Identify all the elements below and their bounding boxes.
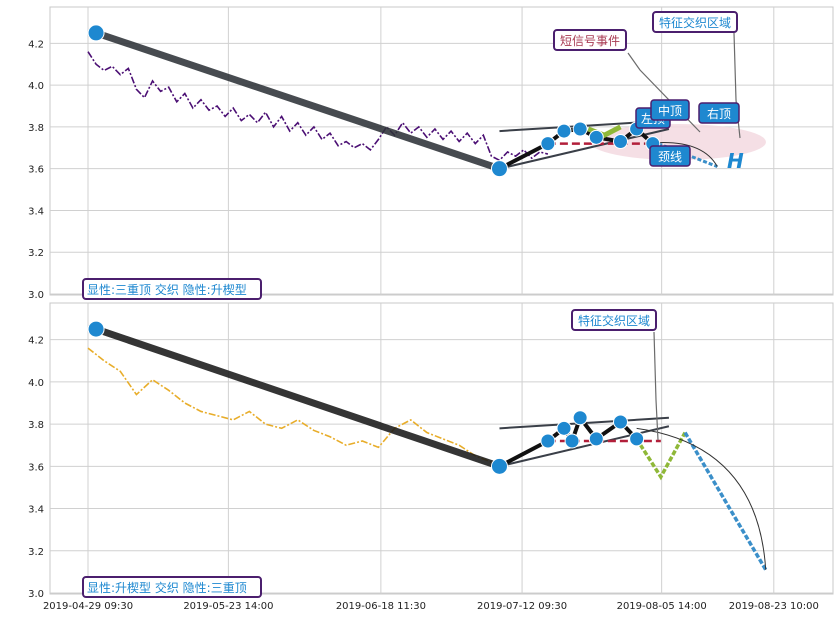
pivot-marker (564, 433, 580, 449)
y-tick-label: 3.0 (28, 290, 44, 301)
pivot-marker (490, 457, 508, 475)
y-tick-label: 3.4 (28, 505, 44, 516)
feature-zone-leader-top (733, 32, 741, 139)
x-tick-label: 2019-07-12 09:30 (477, 601, 567, 612)
y-tick-label: 3.8 (28, 420, 44, 431)
x-tick-label: 2019-08-23 10:00 (729, 601, 819, 612)
y-tick-label: 4.2 (28, 336, 44, 347)
top-info-text: 显性:三重顶 交织 隐性:升楔型 (87, 282, 247, 297)
x-tick-labels: 2019-04-29 09:30 2019-05-23 14:00 2019-06-… (43, 601, 819, 612)
pivot-marker (588, 431, 604, 447)
pivot-marker (572, 410, 588, 426)
pivot-marker (490, 160, 508, 178)
price-line (87, 347, 492, 463)
h-marker: H (727, 149, 744, 173)
x-tick-label: 2019-06-18 11:30 (336, 601, 426, 612)
y-tick-label: 4.0 (28, 81, 44, 92)
y-tick-label: 3.6 (28, 462, 44, 473)
y-tick-label: 3.2 (28, 547, 44, 558)
bottom-price-series (87, 347, 492, 463)
pivot-marker (556, 420, 572, 436)
feature-zone-text-top: 特征交织区域 (659, 15, 731, 30)
short-signal-callout: 短信号事件 (553, 29, 627, 51)
y-tick-label: 3.4 (28, 206, 44, 217)
right-top-callout: 右顶 (698, 102, 740, 124)
x-tick-label: 2019-08-05 14:00 (617, 601, 707, 612)
feature-zone-text-bottom: 特征交织区域 (578, 313, 650, 328)
pivot-marker (556, 123, 572, 139)
y-tick-label: 4.2 (28, 39, 44, 50)
wedge-lower (499, 128, 670, 170)
projection-line (683, 431, 768, 571)
y-tick-label: 3.0 (28, 589, 44, 600)
y-tick-label: 3.6 (28, 165, 44, 176)
bottom-pattern-overlay (87, 320, 768, 571)
bottom-info-text: 显性:升楔型 交织 隐性:三重顶 (87, 580, 247, 595)
pivot-marker (540, 433, 556, 449)
y-tick-label: 3.2 (28, 248, 44, 259)
mid-top-text: 中顶 (658, 103, 682, 118)
neckline-text: 颈线 (658, 150, 682, 164)
right-top-text: 右顶 (707, 106, 731, 121)
bottom-info-box: 显性:升楔型 交织 隐性:三重顶 (82, 576, 262, 598)
y-tick-labels: 3.0 3.2 3.4 3.6 3.8 4.0 4.2 3.0 3.2 3.4 3.6 3.8 4.0 4… (28, 39, 44, 600)
trend-line (92, 29, 503, 173)
pivot-marker (540, 136, 556, 152)
y-tick-label: 4.0 (28, 378, 44, 389)
y-tick-label: 3.8 (28, 123, 44, 134)
neckline-callout: 颈线 (649, 145, 691, 167)
x-tick-label: 2019-05-23 14:00 (183, 601, 273, 612)
pivot-marker (613, 134, 628, 150)
pivot-marker (87, 320, 105, 338)
top-info-box: 显性:三重顶 交织 隐性:升楔型 (82, 278, 262, 300)
short-signal-text: 短信号事件 (560, 34, 620, 48)
projection-arc (636, 427, 767, 570)
pivot-marker (572, 121, 588, 137)
pivot-marker (87, 24, 105, 42)
feature-zone-leader-bottom (653, 331, 659, 441)
pivot-marker (629, 431, 645, 447)
pivot-marker (588, 129, 604, 145)
top-pattern-overlay (87, 24, 718, 178)
price-line (87, 51, 549, 162)
top-price-series (87, 51, 549, 162)
projection-line (652, 140, 718, 168)
trend-line (92, 325, 503, 470)
x-tick-label: 2019-04-29 09:30 (43, 601, 133, 612)
feature-zone-callout-bottom: 特征交织区域 (571, 309, 657, 331)
feature-zone-callout-top: 特征交织区域 (652, 11, 738, 33)
wedge-highlight (635, 431, 687, 481)
mid-top-callout: 中顶 (650, 99, 690, 121)
pivot-marker (613, 414, 628, 430)
